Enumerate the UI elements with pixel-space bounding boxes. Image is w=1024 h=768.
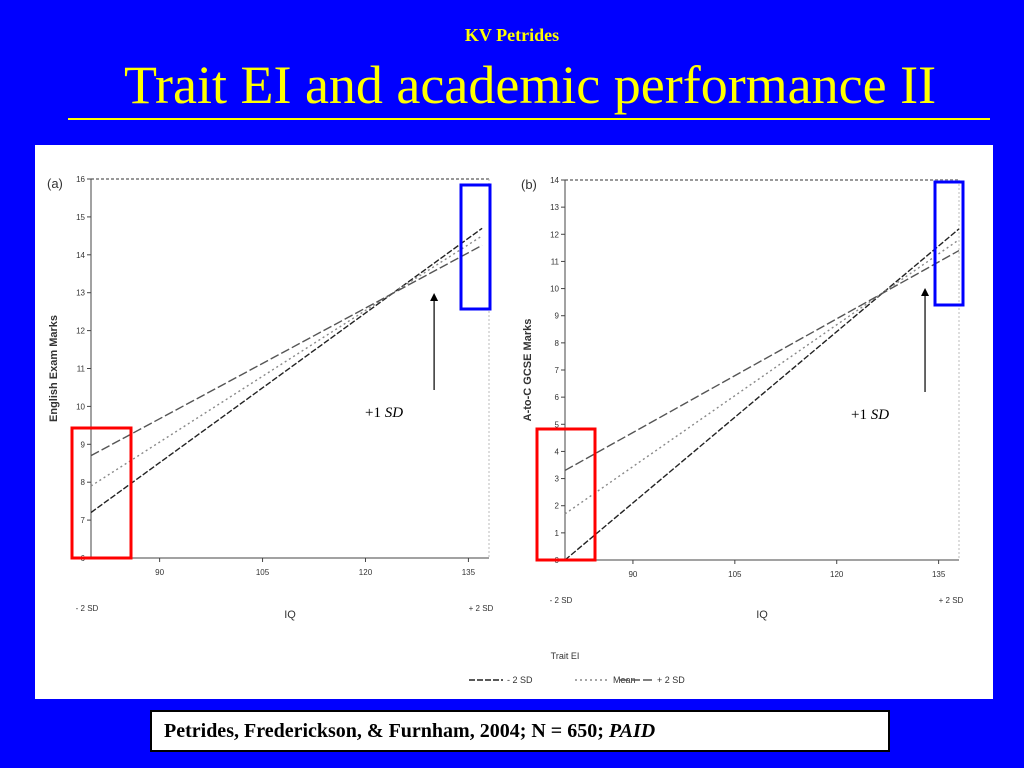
panel-b-y-tick-label: 1 [555, 529, 560, 538]
panel-a-y-tick-label: 11 [77, 365, 86, 374]
panel-b-x-axis-title: IQ [756, 609, 768, 621]
panel-b-y-tick-label: 5 [555, 420, 560, 429]
panel-a-x-axis-title: IQ [284, 609, 296, 621]
panel-b-y-tick-label: 3 [555, 475, 560, 484]
panel-b-y-axis-title: A-to-C GCSE Marks [522, 319, 534, 422]
legend-title: Trait EI [551, 651, 580, 661]
panel-a-y-tick-label: 13 [76, 289, 85, 298]
panel-b-y-tick-label: 14 [550, 176, 559, 185]
panel-a-y-tick-label: 12 [76, 327, 85, 336]
citation-journal: PAID [608, 720, 656, 742]
panel-b-highlight-high-box [933, 180, 965, 307]
panel-b-label: (b) [521, 177, 537, 192]
panel-a-y-tick-label: 14 [76, 251, 85, 260]
panel-a-y-tick-label: 10 [76, 402, 85, 411]
panel-b-y-tick-label: 12 [550, 230, 559, 239]
panel-b-y-tick-label: 10 [550, 285, 559, 294]
slide-title: Trait EI and academic performance II [123, 55, 937, 115]
panel-b-x-minus-2sd-label: - 2 SD [550, 596, 573, 605]
panel-b-x-tick-label: 135 [932, 570, 946, 579]
panel-a-highlight-high-box [459, 183, 492, 311]
panel-a-y-tick-label: 9 [81, 440, 86, 449]
citation-text: Petrides, Frederickson, & Furnham, 2004;… [164, 720, 604, 742]
panel-b-annotation-label: +1 SD [851, 407, 889, 423]
citation-box: Petrides, Frederickson, & Furnham, 2004;… [150, 710, 890, 752]
figure-panel: (a) 6 7 8 9 10 11 12 13 14 15 16 90 105 120 135- 2 SD + … [35, 145, 993, 699]
panel-b-annotation-arrow-head [921, 288, 930, 296]
panel-a-highlight-low-box [70, 426, 133, 560]
panel-a-series-line-mean [90, 235, 483, 487]
panel-a-annotation-arrow-head [430, 293, 439, 301]
panel-b-series-line-minus-2sd [564, 228, 960, 561]
panel-b-y-tick-label: 13 [550, 203, 559, 212]
panel-a-label: (a) [47, 176, 63, 191]
author-name: KV Petrides [464, 25, 560, 45]
panel-a-series-line-minus-2sd [90, 227, 483, 514]
panel-b-y-tick-label: 11 [551, 257, 560, 266]
panel-a-x-minus-2sd-label: - 2 SD [76, 604, 99, 613]
panel-b-series-line-mean [564, 239, 960, 515]
panel-b-y-tick-label: 2 [555, 502, 560, 511]
panel-b-y-tick-label: 6 [555, 393, 560, 402]
panel-b-y-tick-label: 8 [555, 339, 560, 348]
panel-b-highlight-low-box [535, 427, 597, 562]
panel-b-x-tick-label: 105 [728, 570, 742, 579]
panel-a-annotation-label: +1 SD [365, 405, 403, 421]
panel-a-x-tick-label: 135 [462, 568, 476, 577]
panel-a-y-tick-label: 8 [81, 478, 86, 487]
panel-a-x-tick-label: 90 [155, 568, 164, 577]
panel-b-series-line-plus-2sd [564, 249, 960, 472]
panel-b-x-tick-label: 120 [830, 570, 844, 579]
panel-b-y-tick-label: 7 [555, 366, 560, 375]
panel-a-y-tick-label: 16 [76, 175, 85, 184]
panel-a-series-line-plus-2sd [90, 244, 483, 457]
panel-b-x-tick-label: 90 [628, 570, 637, 579]
panel-a-x-plus-2sd-label: + 2 SD [469, 604, 494, 613]
panel-a-x-tick-label: 120 [359, 568, 373, 577]
panel-a-y-tick-label: 15 [76, 213, 85, 222]
panel-a-y-axis-title: English Exam Marks [48, 315, 60, 422]
panel-b-y-tick-label: 9 [555, 312, 560, 321]
legend-label-minus-2sd: - 2 SD [507, 675, 533, 685]
panel-b-y-tick-label: 4 [555, 447, 560, 456]
title-underline [68, 118, 990, 120]
panel-b-x-plus-2sd-label: + 2 SD [939, 596, 964, 605]
panel-a-y-tick-label: 7 [81, 516, 86, 525]
legend-label-plus-2sd: + 2 SD [657, 675, 685, 685]
panel-a-x-tick-label: 105 [256, 568, 270, 577]
